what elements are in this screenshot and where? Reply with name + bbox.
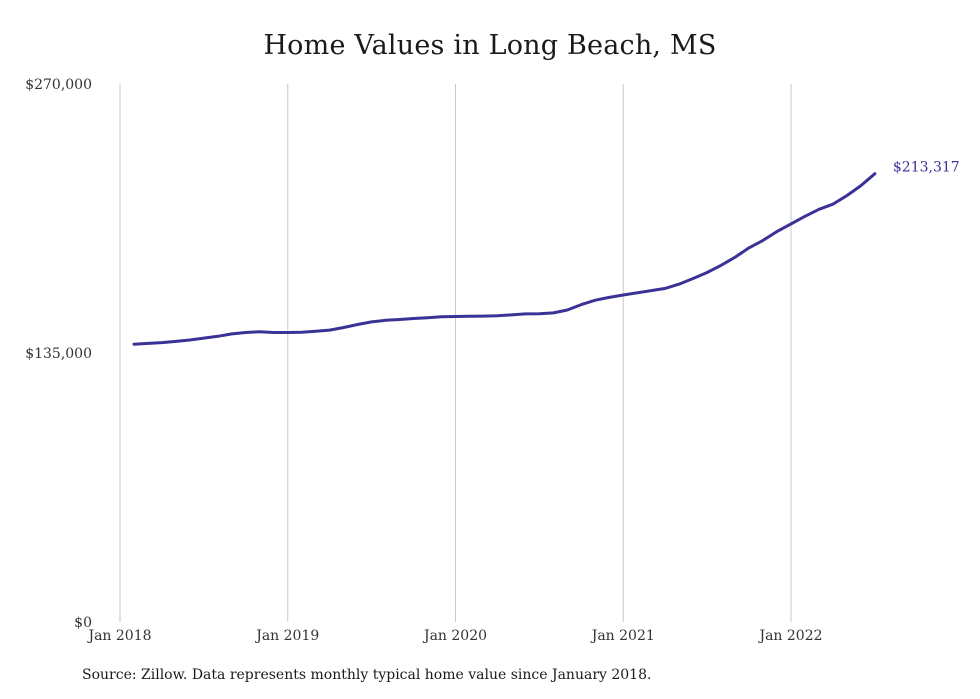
x-tick-label: Jan 2022 bbox=[757, 628, 822, 644]
chart-title: Home Values in Long Beach, MS bbox=[263, 30, 717, 61]
x-tick-label: Jan 2020 bbox=[422, 628, 487, 644]
x-tick-label: Jan 2018 bbox=[86, 628, 151, 644]
x-tick-label: Jan 2021 bbox=[590, 628, 655, 644]
x-tick-label: Jan 2019 bbox=[254, 628, 319, 644]
y-tick-label: $270,000 bbox=[25, 77, 92, 93]
y-tick-label: $0 bbox=[74, 615, 92, 631]
y-tick-label: $135,000 bbox=[25, 346, 92, 362]
series-line bbox=[132, 172, 877, 346]
source-note: Source: Zillow. Data represents monthly … bbox=[82, 667, 652, 683]
end-value-label: $213,317 bbox=[893, 160, 960, 176]
